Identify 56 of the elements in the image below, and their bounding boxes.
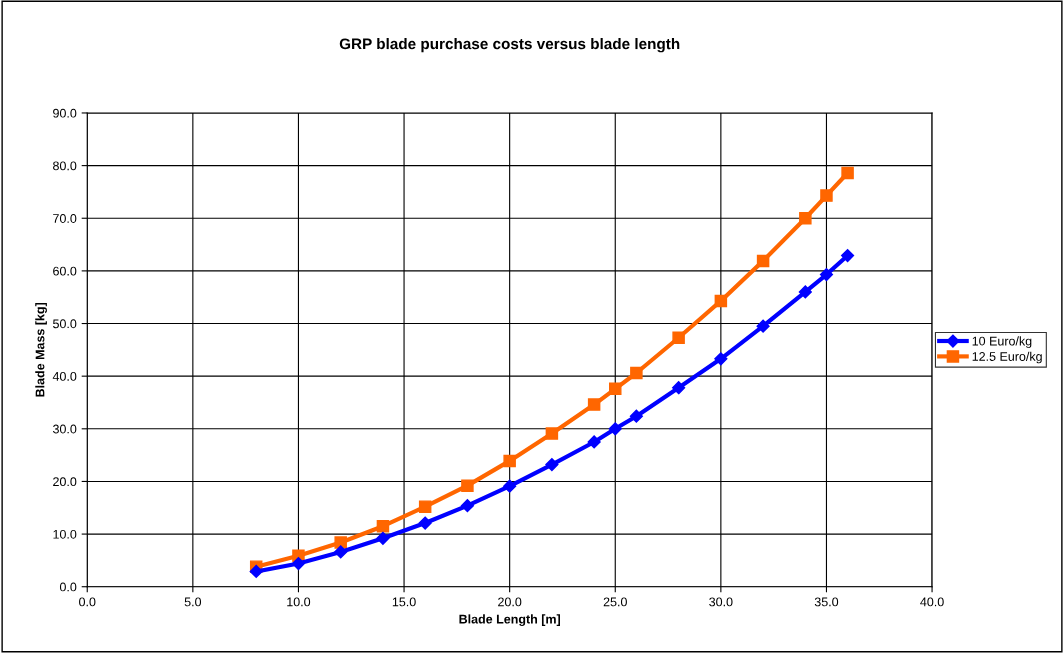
point [820,189,833,202]
y-axis-title: Blade Mass [kg] [35,302,47,397]
point [376,519,390,533]
y-tick-label: 10.0 [53,529,77,539]
y-tick-label: 70.0 [53,214,77,223]
y-tick-label: 90.0 [53,108,77,118]
y-tick-label: 50.0 [53,319,77,329]
point [608,422,622,436]
point [334,545,348,559]
point [840,249,855,263]
point [672,331,685,344]
x-tick-label: 30.0 [709,597,733,607]
point [630,366,643,380]
point [249,564,263,579]
point [587,435,601,449]
legend-label: 10 Euro/kg [972,336,1032,348]
y-tick-label: 40.0 [52,371,77,381]
x-axis-title: Blade Length [m] [459,614,560,627]
x-tick-label: 15.0 [392,597,416,607]
point [609,382,622,396]
y-tick-label: 20.0 [53,477,77,487]
point [503,479,517,493]
y-tick-label: 80.0 [53,161,77,171]
x-tick-label: 0.0 [79,597,96,607]
point [376,531,390,545]
point [629,409,643,423]
y-tick-label: 30.0 [52,424,77,434]
point [418,500,432,513]
x-tick-label: 40.0 [920,597,944,607]
x-tick-label: 10.0 [287,597,311,607]
y-tick-label: 60.0 [53,266,77,276]
point [503,454,516,468]
point [461,479,474,492]
point [672,381,686,395]
point [460,499,475,513]
point [756,319,770,333]
legend-label: 12.5 Euro/kg [972,351,1042,364]
point [714,352,728,366]
x-tick-label: 20.0 [498,597,522,607]
point [799,211,812,225]
point [334,536,347,549]
point [545,458,559,472]
point [798,285,812,299]
point [819,267,834,282]
x-tick-label: 25.0 [603,597,627,607]
point [545,427,559,440]
chart-title: GRP blade purchase costs versus blade length [339,38,680,53]
x-tick-label: 35.0 [814,597,839,607]
x-tick-label: 5.0 [184,597,202,607]
y-tick-label: 0.0 [59,582,77,592]
point [841,166,854,180]
point [714,294,728,308]
point [587,398,601,411]
point [291,556,306,571]
point [418,516,432,530]
point [756,254,770,268]
